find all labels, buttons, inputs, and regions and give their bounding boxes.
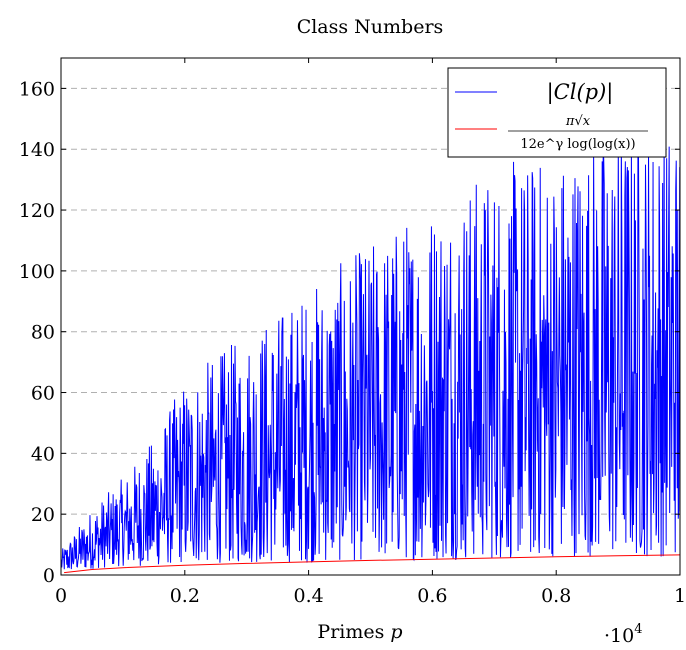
series-class-number-line (61, 132, 680, 570)
y-tick-label: 0 (43, 565, 55, 587)
y-tick-label: 100 (19, 261, 55, 283)
y-tick-label: 40 (31, 443, 55, 465)
legend-entry-class-number: |Cl(p)| (547, 80, 614, 105)
x-tick-label: 0.8 (541, 585, 571, 607)
x-axis: 0 0.2 0.4 0.6 0.8 1 (55, 58, 686, 607)
y-tick-label: 60 (31, 383, 55, 405)
x-tick-label: 0.2 (170, 585, 200, 607)
y-tick-label: 80 (31, 322, 55, 344)
legend-entry-bound-denominator: 12e^γ log(log(x)) (520, 137, 635, 152)
legend-entry-bound-numerator: π√x (565, 114, 591, 129)
x-axis-label: Primes p (317, 621, 402, 643)
x-tick-label: 1 (674, 585, 686, 607)
x-tick-label: 0.6 (417, 585, 447, 607)
plot-frame (60, 57, 681, 576)
legend-box (447, 67, 667, 158)
y-tick-label: 120 (19, 200, 55, 222)
x-axis-multiplier: ·104 (604, 622, 643, 647)
y-tick-label: 20 (31, 504, 55, 526)
y-axis: 0 20 40 60 80 100 120 140 160 (19, 78, 680, 587)
y-tick-label: 160 (19, 78, 55, 100)
legend: |Cl(p)| π√x 12e^γ log(log(x)) (447, 67, 667, 158)
chart-title: Class Numbers (297, 16, 444, 38)
x-tick-label: 0 (55, 585, 67, 607)
y-tick-label: 140 (19, 139, 55, 161)
series-bound-line (64, 554, 680, 574)
x-tick-label: 0.4 (293, 585, 323, 607)
